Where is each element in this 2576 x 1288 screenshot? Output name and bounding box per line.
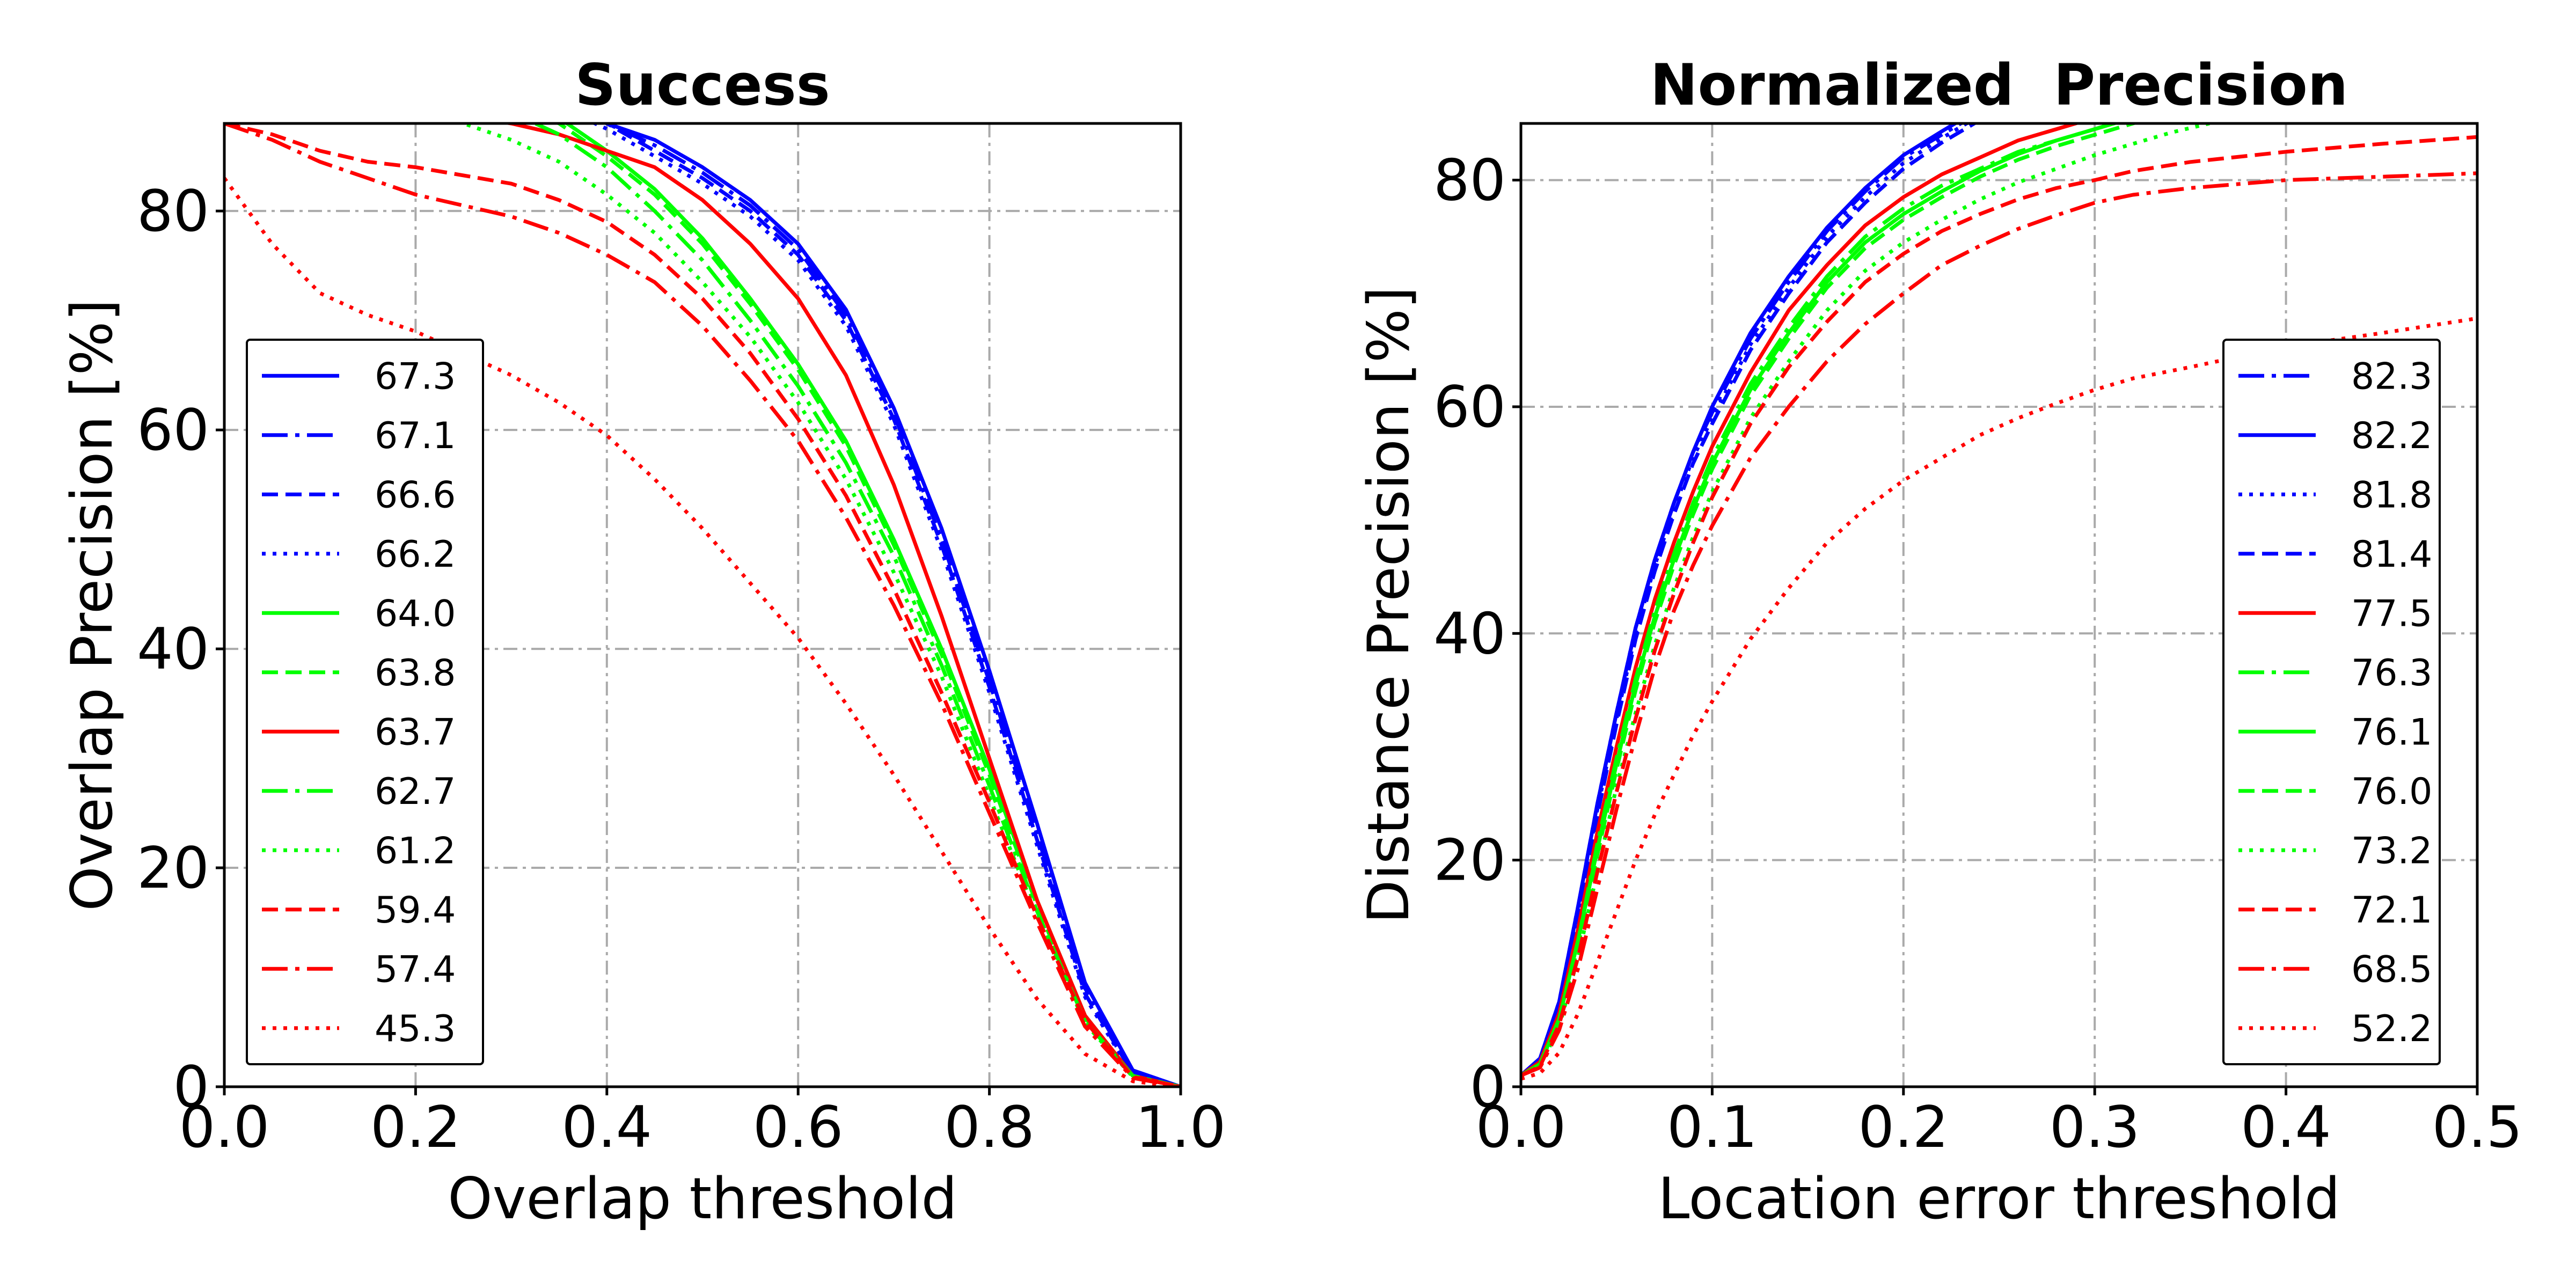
- normalized-precision-chart: 0.0 0.1 0.2 0.3 0.4 0.5 0 20 40 60 80 Normalized P…: [1356, 52, 2522, 1232]
- x-tick-label: 0.8: [944, 1094, 1035, 1160]
- success-plot-frame: [223, 122, 1182, 1088]
- legend-box: [246, 339, 484, 1065]
- legend-entry-label: 57.4: [375, 948, 456, 991]
- success-chart: 0.0 0.2 0.4 0.6 0.8 1.0 0 20 40 60 80 Success Over…: [59, 52, 1226, 1232]
- legend-entry-label: 66.6: [375, 474, 456, 516]
- legend-entry-label: 82.3: [2351, 355, 2432, 398]
- x-tick-label: 0.0: [1476, 1094, 1567, 1160]
- legend-entry-label: 76.1: [2351, 711, 2432, 753]
- y-tick-label: 80: [1433, 148, 1506, 214]
- series-line-45.3: [224, 177, 1181, 1087]
- x-tick-label: 0.2: [370, 1094, 461, 1160]
- series-line-68.5: [1521, 171, 2477, 1078]
- legend-entry-label: 67.3: [375, 355, 456, 398]
- legend-entry-label: 52.2: [2351, 1008, 2432, 1050]
- y-tick-label: 60: [137, 397, 209, 463]
- series-line-61.2: [453, 123, 1181, 1087]
- legend-entry-label: 73.2: [2351, 830, 2432, 872]
- legend-entry-label: 72.1: [2351, 889, 2432, 932]
- series-line-72.1: [1521, 135, 2477, 1078]
- y-tick-label: 60: [1433, 374, 1506, 440]
- legend-entry-label: 66.2: [375, 533, 456, 576]
- legend-entry-label: 45.3: [375, 1008, 456, 1050]
- precision-plot-frame: [1519, 122, 2479, 1088]
- legend-entry-label: 82.2: [2351, 415, 2432, 457]
- precision-y-axis-label: Distance Precision [%]: [1356, 287, 1422, 924]
- legend-entry-label: 68.5: [2351, 948, 2432, 991]
- legend-entry-label: 76.0: [2351, 771, 2432, 813]
- legend-entry-label: 77.5: [2351, 592, 2432, 635]
- series-line-76.0: [1521, 123, 2140, 1077]
- y-tick-label: 20: [1433, 828, 1506, 894]
- x-tick-label: 1.0: [1136, 1094, 1226, 1160]
- series-line-82.2: [1521, 123, 1959, 1077]
- success-x-axis-label: Overlap threshold: [448, 1166, 957, 1232]
- x-tick-label: 0.4: [2241, 1094, 2331, 1160]
- series-line-82.3: [1521, 123, 1965, 1077]
- precision-chart-title: Normalized Precision: [1650, 52, 2348, 118]
- success-y-axis-label: Overlap Precision [%]: [59, 299, 125, 911]
- precision-x-axis-label: Location error threshold: [1658, 1166, 2340, 1232]
- legend-entry-label: 76.3: [2351, 652, 2432, 694]
- legend-entry-label: 64.0: [375, 592, 456, 635]
- series-line-57.4: [224, 123, 1181, 1087]
- series-line-67.3: [602, 123, 1181, 1087]
- series-line-59.4: [224, 123, 1181, 1087]
- legend-box: [2222, 339, 2441, 1065]
- legend-entry-label: 63.7: [375, 711, 456, 753]
- legend-entry-label: 67.1: [375, 415, 456, 457]
- x-tick-label: 0.0: [179, 1094, 270, 1160]
- y-tick-label: 40: [1433, 601, 1506, 667]
- series-line-76.3: [1521, 123, 2121, 1077]
- success-chart-title: Success: [575, 52, 830, 118]
- x-tick-label: 0.5: [2432, 1094, 2523, 1160]
- legend-entry-label: 63.8: [375, 652, 456, 694]
- legend-entry-label: 62.7: [375, 771, 456, 813]
- y-tick-label: 40: [137, 616, 209, 682]
- precision-legend: 82.3 82.2 81.8 81.4 77.5 76.3 76.1 76.0 73.2 72.1…: [2222, 339, 2441, 1065]
- legend-entry-label: 59.4: [375, 889, 456, 932]
- series-line-77.5: [1521, 123, 2082, 1077]
- x-tick-label: 0.4: [562, 1094, 653, 1160]
- series-line-63.7: [499, 123, 1181, 1087]
- y-tick-label: 0: [1470, 1054, 1506, 1120]
- legend-entry-label: 61.2: [375, 830, 456, 872]
- legend-entry-label: 81.4: [2351, 533, 2432, 576]
- x-tick-label: 0.1: [1667, 1094, 1758, 1160]
- y-tick-label: 80: [137, 178, 209, 244]
- y-tick-label: 20: [137, 835, 209, 901]
- series-line-81.8: [1521, 123, 1971, 1077]
- x-tick-label: 0.3: [2050, 1094, 2140, 1160]
- legend-entry-label: 81.8: [2351, 474, 2432, 516]
- y-tick-label: 0: [173, 1054, 209, 1120]
- x-tick-label: 0.6: [753, 1094, 844, 1160]
- series-line-81.4: [1521, 123, 1978, 1077]
- series-line-73.2: [1521, 123, 2218, 1078]
- x-tick-label: 0.2: [1858, 1094, 1949, 1160]
- series-line-76.1: [1521, 123, 2121, 1077]
- success-legend: 67.3 67.1 66.6 66.2 64.0 63.8 63.7 62.7 61.2 59.4…: [246, 339, 484, 1065]
